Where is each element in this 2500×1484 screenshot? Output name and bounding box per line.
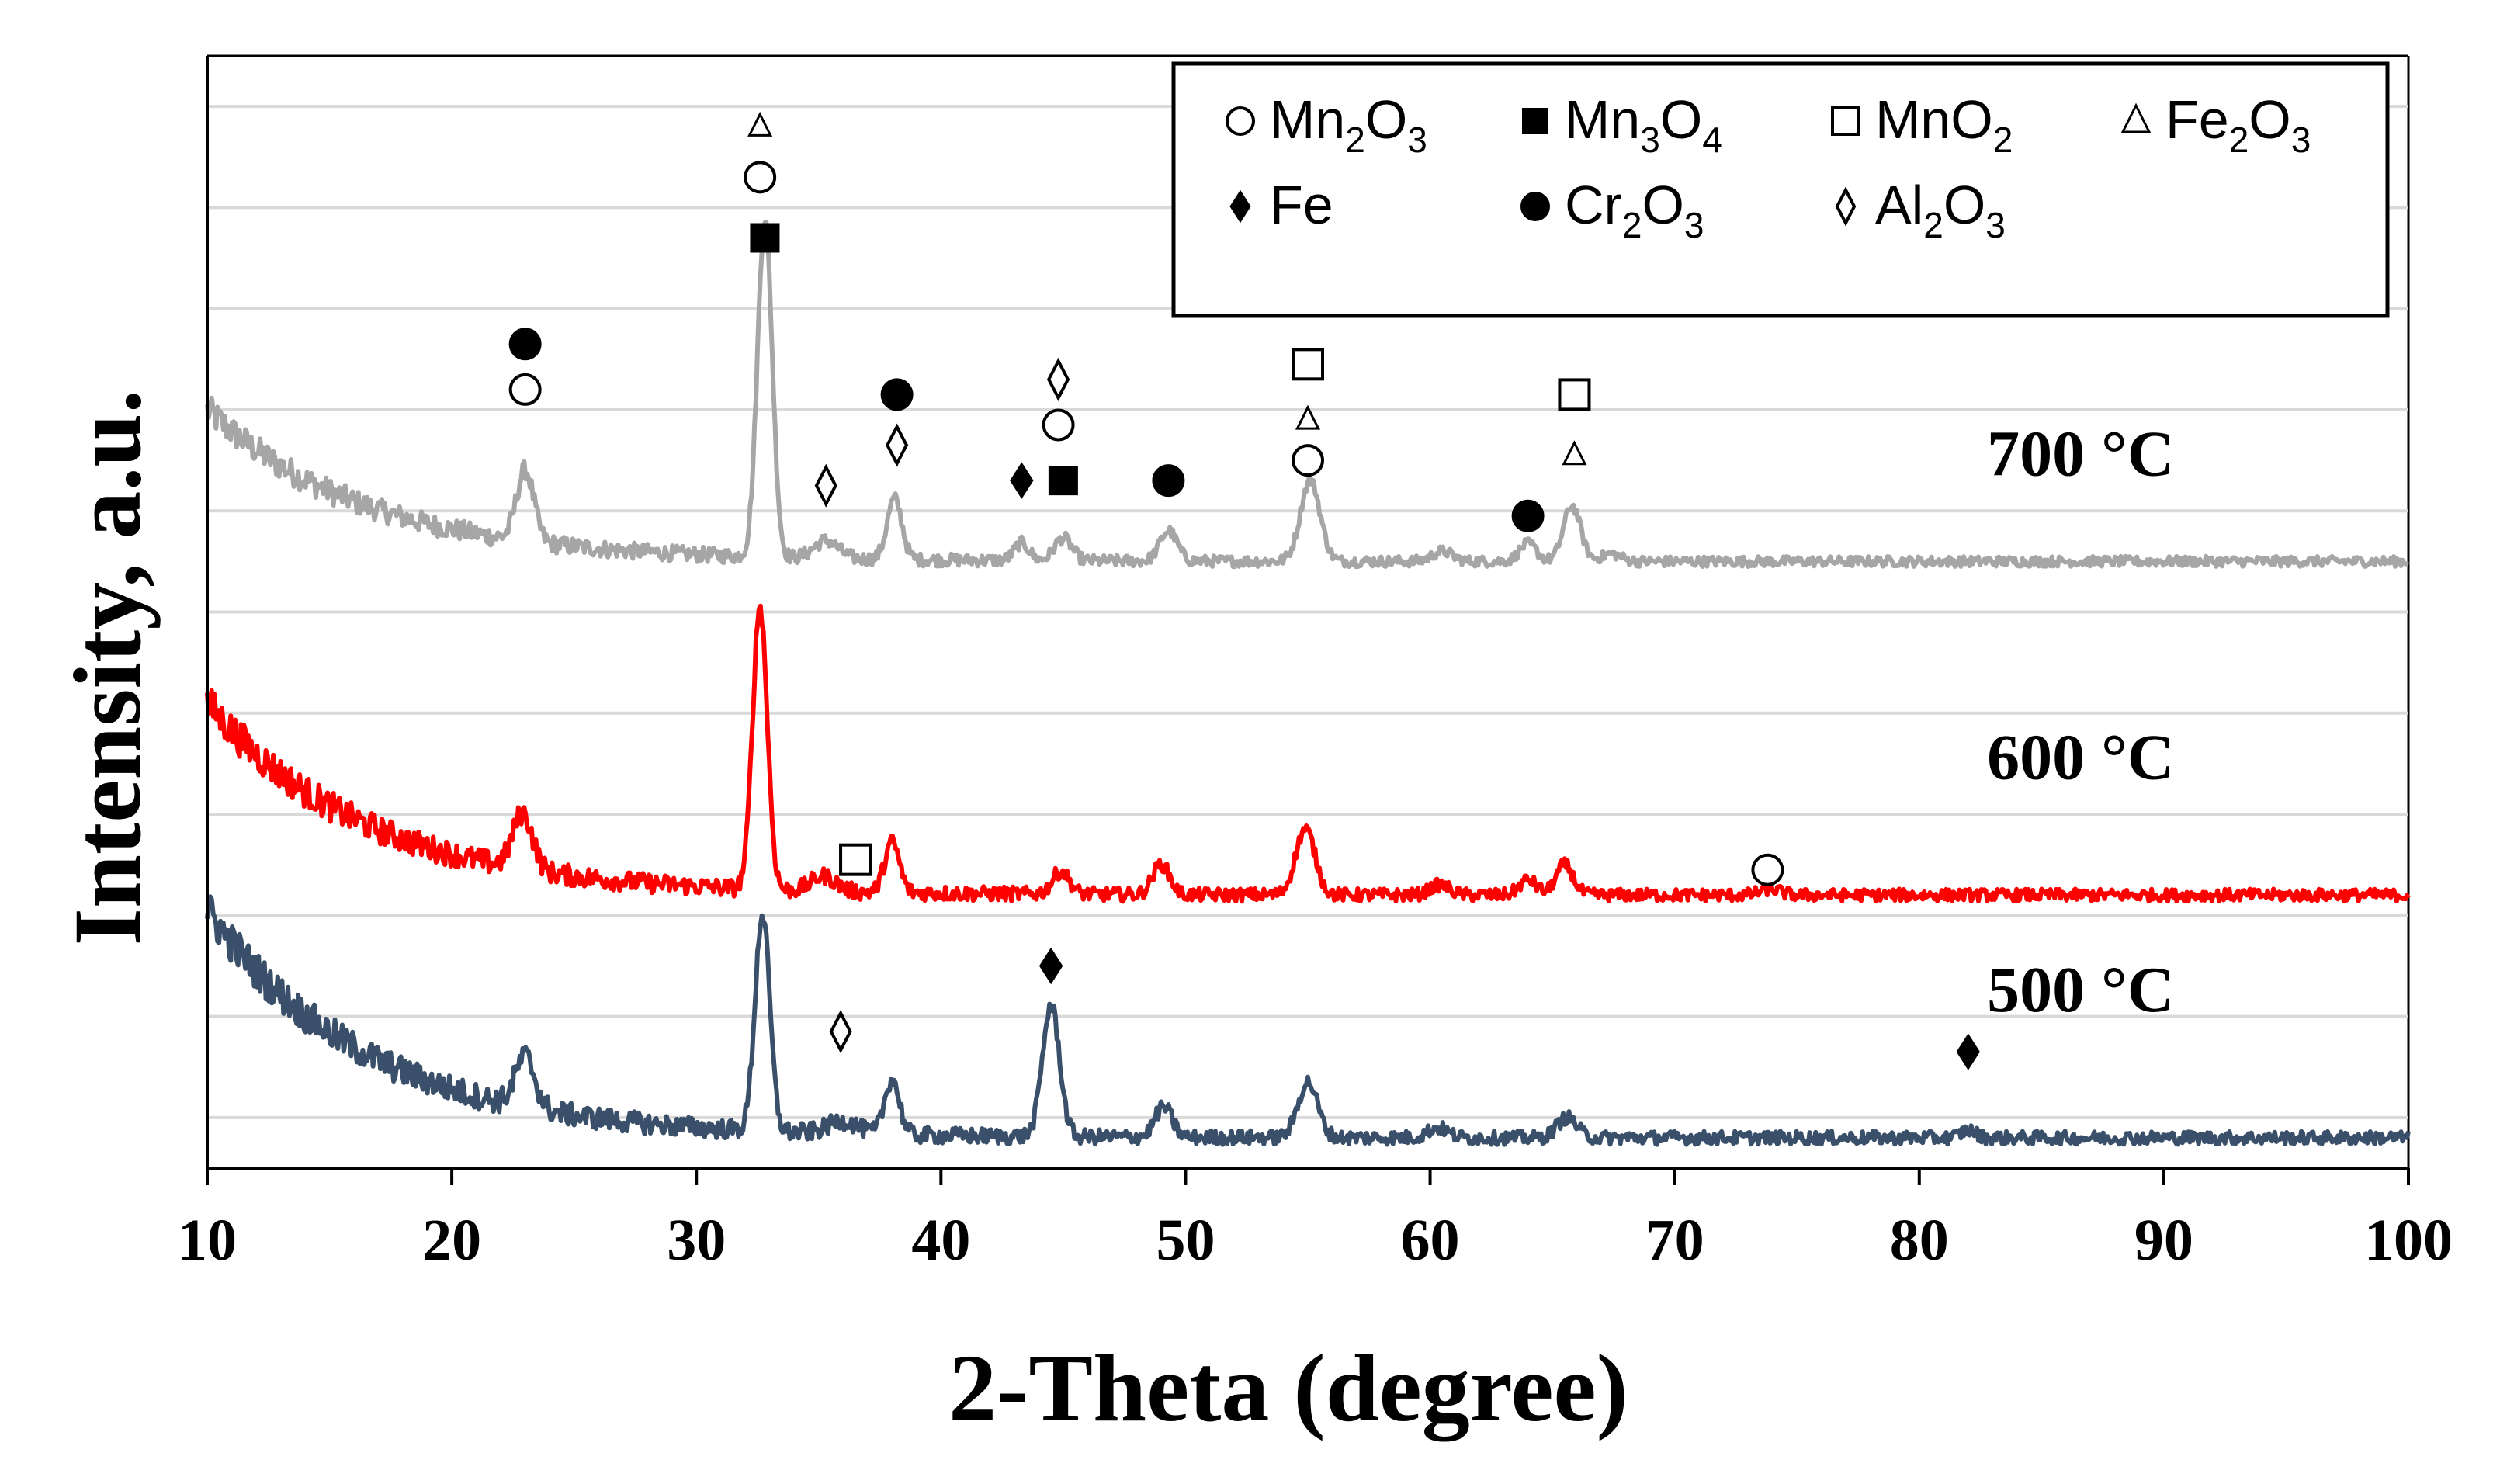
filled-diamond-marker <box>1038 947 1063 985</box>
filled-diamond-marker <box>1956 1033 1980 1070</box>
legend-item: Mn3O4 <box>1522 89 1722 160</box>
open-square-legend-icon <box>1831 106 1860 136</box>
filled-circle-legend-icon <box>1520 192 1550 221</box>
legend-label: Mn3O4 <box>1565 89 1722 160</box>
legend-item: Cr2O3 <box>1520 175 1704 245</box>
filled-square-marker <box>1048 466 1078 496</box>
x-axis-label: 2-Theta (degree) <box>948 1335 1628 1442</box>
open-square-marker <box>1558 378 1591 411</box>
legend-item: Fe2O3 <box>2120 89 2311 160</box>
series-label: 700 °C <box>1987 418 2174 491</box>
series-label: 500 °C <box>1987 954 2174 1026</box>
x-tick-label: 10 <box>178 1208 237 1273</box>
open-circle-marker <box>1751 853 1784 886</box>
open-circle-marker <box>1292 444 1324 477</box>
open-diamond-marker <box>829 1010 852 1054</box>
open-triangle-marker <box>1295 404 1321 430</box>
x-tick-label: 50 <box>1156 1208 1215 1273</box>
legend-label: MnO2 <box>1875 89 2013 160</box>
series-line <box>205 220 2410 570</box>
open-diamond-marker <box>814 463 837 508</box>
open-diamond-legend-icon <box>1835 186 1857 227</box>
legend-label: Fe2O3 <box>2165 89 2311 160</box>
open-circle-marker <box>508 373 542 406</box>
axes <box>206 56 2408 1170</box>
legend-item: MnO2 <box>1831 89 2013 160</box>
legend: Mn2O3 Mn3O4 MnO2 Fe2O3 Fe Cr2O3 Al2O3 <box>1171 61 2390 318</box>
open-diamond-marker <box>886 423 909 467</box>
x-tick-label: 80 <box>1890 1208 1949 1273</box>
legend-label: Mn2O3 <box>1270 89 1427 160</box>
series-labels: 700 °C 600 °C 500 °C <box>1987 418 2174 1026</box>
y-axis-label: Intensity, a.u. <box>54 390 161 946</box>
open-diamond-marker <box>1046 357 1070 401</box>
series-line <box>205 603 2411 904</box>
x-tick-label: 100 <box>2364 1208 2453 1273</box>
x-tick-label: 40 <box>911 1208 970 1273</box>
series-label: 600 °C <box>1987 721 2174 793</box>
filled-square-marker <box>750 223 780 253</box>
series-group <box>205 220 2411 1147</box>
filled-diamond-legend-icon <box>1229 189 1251 224</box>
phase-markers <box>508 111 1980 1070</box>
filled-diamond-marker <box>1010 462 1034 499</box>
open-triangle-legend-icon <box>2120 102 2152 133</box>
open-square-marker <box>839 843 872 876</box>
open-triangle-marker <box>747 111 773 137</box>
x-tick-label: 60 <box>1401 1208 1460 1273</box>
open-circle-marker <box>744 161 777 194</box>
legend-item: Mn2O3 <box>1226 89 1427 160</box>
filled-circle-marker <box>1511 499 1545 532</box>
x-tick-label: 90 <box>2134 1208 2193 1273</box>
filled-circle-marker <box>508 328 542 361</box>
legend-label: Cr2O3 <box>1565 175 1704 245</box>
open-triangle-marker <box>1562 440 1587 466</box>
legend-box <box>1171 61 2390 318</box>
filled-circle-marker <box>1152 464 1185 498</box>
legend-item: Fe <box>1229 175 1333 235</box>
filled-square-legend-icon <box>1522 108 1548 134</box>
series-line <box>205 894 2411 1147</box>
legend-item: Al2O3 <box>1835 175 2006 245</box>
open-square-marker <box>1292 348 1324 381</box>
x-ticks: 10 20 30 40 50 60 70 80 90 100 <box>178 1168 2453 1273</box>
x-tick-label: 70 <box>1645 1208 1704 1273</box>
legend-label: Al2O3 <box>1875 175 2006 245</box>
filled-circle-marker <box>880 378 914 411</box>
legend-label: Fe <box>1270 175 1333 235</box>
x-tick-label: 20 <box>422 1208 481 1273</box>
x-tick-label: 30 <box>667 1208 726 1273</box>
open-circle-marker <box>1042 408 1075 442</box>
open-circle-legend-icon <box>1226 106 1255 136</box>
